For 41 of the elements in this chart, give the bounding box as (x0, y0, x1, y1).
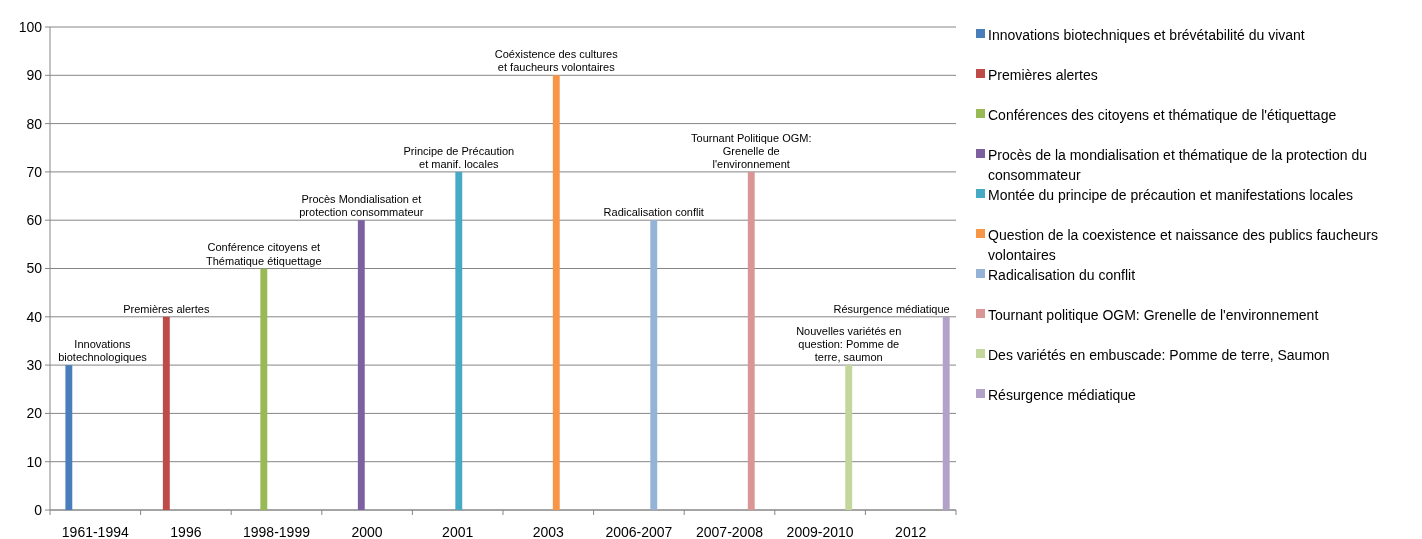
legend-label: Question de la coexistence et naissance des publics faucheurs volontaires (988, 226, 1378, 263)
annotation: Tournant Politique OGM: Grenelle de l'environnement (691, 131, 812, 170)
x-tick-label: 1998-1999 (243, 524, 311, 539)
legend-label: Conférences des citoyens et thématique de l'étiquettage (988, 106, 1337, 123)
x-tick-label: 2001 (442, 524, 474, 539)
y-tick-label: 100 (18, 18, 43, 35)
legend-label: Des variétés en embuscade: Pomme de terre, Saumon (988, 346, 1330, 363)
annotation: Nouvelles variétés en question: Pomme de terre, saumon (796, 324, 902, 364)
y-tick-label: 70 (26, 163, 43, 180)
annotation: Coéxistence des cultures et faucheurs volontaires (494, 48, 619, 74)
legend-label: Tournant politique OGM: Grenelle de l'environnement (988, 306, 1319, 323)
y-tick-label: 0 (34, 501, 43, 518)
legend-label: Procès de la mondialisation et thématique de la protection du consommateur (988, 146, 1368, 183)
x-tick-label: 2006-2007 (605, 524, 673, 539)
annotation: Premières alertes (123, 302, 210, 315)
x-tick-label: 1961-1994 (61, 524, 129, 539)
y-tick-label: 40 (26, 308, 43, 325)
x-tick-label: 2012 (895, 524, 927, 539)
y-tick-label: 60 (26, 212, 43, 229)
y-tick-label: 80 (26, 115, 43, 132)
x-tick-label: 1996 (170, 524, 202, 539)
annotation: Résurgence médiatique (833, 302, 950, 315)
annotation: Principe de Précaution et manif. locales (403, 144, 515, 170)
legend-label: Résurgence médiatique (988, 386, 1137, 403)
legend-label: Innovations biotechniques et brévétabilité du vivant (988, 26, 1305, 43)
legend-label: Radicalisation du conflit (988, 266, 1136, 283)
y-tick-label: 30 (26, 357, 43, 373)
x-tick-label: 2007-2008 (696, 524, 764, 539)
y-tick-label: 50 (26, 260, 43, 277)
annotation: Radicalisation conflit (603, 206, 704, 219)
annotation: Conférence citoyens et Thématique étiquettage (206, 241, 322, 267)
annotation: Procès Mondialisation et protection consommateur (299, 193, 424, 219)
legend-label: Premières alertes (988, 66, 1098, 83)
y-tick-label: 90 (26, 67, 43, 84)
annotation: Innovations biotechnologiques (58, 337, 148, 364)
legend-label: Montée du principe de précaution et manifestations locales (988, 186, 1353, 203)
x-tick-label: 2003 (532, 524, 565, 539)
x-tick-label: 2009-2010 (786, 524, 854, 539)
x-tick-label: 2000 (351, 524, 383, 539)
y-tick-label: 10 (26, 453, 43, 470)
y-tick-label: 20 (26, 405, 43, 422)
